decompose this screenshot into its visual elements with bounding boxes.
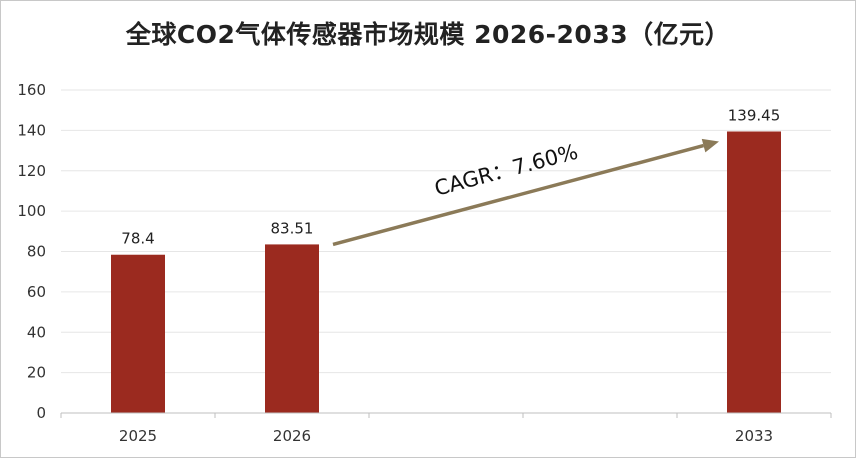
bars: 78.4 83.51 139.45 xyxy=(111,106,781,414)
cagr-arrow-line xyxy=(332,143,704,247)
gridlines xyxy=(61,89,831,374)
data-label-2025: 78.4 xyxy=(121,230,154,248)
y-tick-label: 160 xyxy=(17,81,46,99)
y-tick-label: 120 xyxy=(17,162,46,180)
y-tick-label: 100 xyxy=(17,202,46,220)
x-tick-label-2025: 2025 xyxy=(119,427,157,445)
cagr-arrow-head xyxy=(701,138,719,153)
bar-2033 xyxy=(727,131,781,414)
y-tick-label: 40 xyxy=(27,323,46,341)
cagr-annotation: CAGR：7.60% xyxy=(332,138,719,247)
x-axis: 2025 2026 2033 xyxy=(60,412,832,445)
chart-title: 全球CO2气体传感器市场规模 2026-2033（亿元） xyxy=(125,20,731,49)
cagr-label: CAGR：7.60% xyxy=(432,140,580,201)
y-axis-ticks: 0 20 40 60 80 100 120 140 160 xyxy=(17,81,46,422)
bar-2025 xyxy=(111,254,165,413)
x-tick-label-2026: 2026 xyxy=(273,427,311,445)
data-label-2033: 139.45 xyxy=(728,106,781,124)
y-tick-label: 140 xyxy=(17,121,46,139)
x-tick-label-2033: 2033 xyxy=(735,427,773,445)
y-tick-label: 0 xyxy=(36,404,46,422)
y-tick-label: 20 xyxy=(27,364,46,382)
y-tick-label: 80 xyxy=(27,243,46,261)
data-label-2026: 83.51 xyxy=(271,219,314,237)
y-tick-label: 60 xyxy=(27,283,46,301)
bar-2026 xyxy=(265,244,319,413)
